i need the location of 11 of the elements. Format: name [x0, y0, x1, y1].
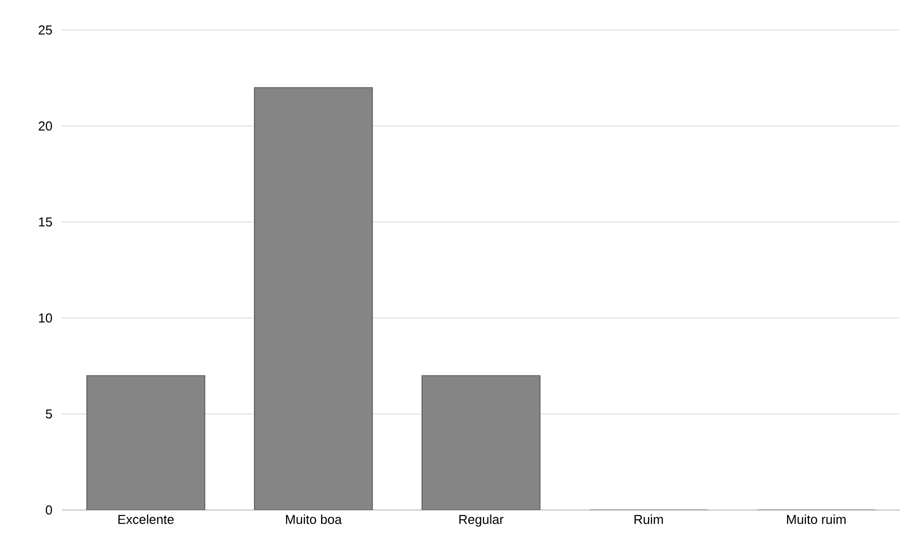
- y-tick-label: 25: [38, 25, 52, 35]
- x-tick-label: Excelente: [118, 514, 174, 524]
- x-tick-label: Muito boa: [286, 514, 342, 524]
- y-tick-label: 5: [46, 409, 52, 419]
- y-tick-label: 20: [38, 121, 52, 131]
- x-tick-label: Ruim: [634, 514, 663, 524]
- x-tick-label: Muito ruim: [787, 514, 846, 524]
- y-tick-label: 15: [39, 217, 52, 227]
- y-tick-label: 0: [46, 505, 52, 515]
- y-tick-label: 10: [39, 313, 52, 323]
- x-tick-label: Regular: [459, 514, 504, 527]
